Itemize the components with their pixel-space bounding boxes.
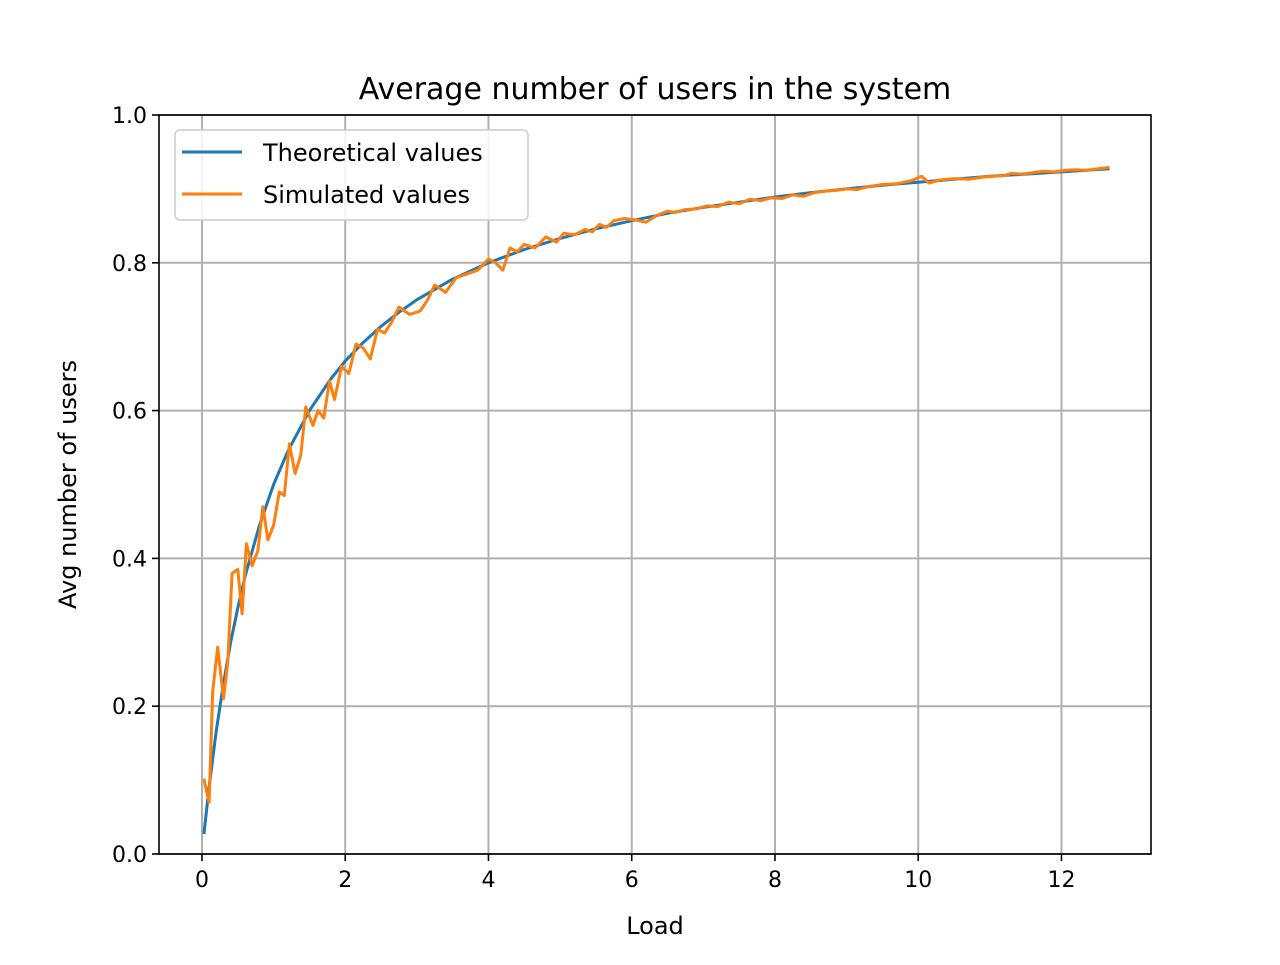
legend-label-theoretical: Theoretical values [262,139,483,167]
simulated-series-line [202,165,1110,804]
grid [159,114,1151,855]
legend-box [174,129,529,221]
theoretical-series-line [202,167,1110,835]
x-tick-label: 10 [904,868,932,893]
x-axis-label: Load [626,912,684,940]
x-tick-label: 6 [625,868,639,893]
y-tick-label: 0.4 [112,547,147,572]
y-tick-label: 1.0 [112,104,147,129]
x-tick-label: 2 [338,868,352,893]
x-tick-label: 0 [195,868,209,893]
plot-frame [158,114,1152,855]
legend-label-simulated: Simulated values [263,181,470,209]
y-tick-label: 0.6 [112,400,147,425]
y-tick-label: 0.2 [112,695,147,720]
legend: Theoretical values Simulated values [174,129,529,221]
chart-title: Average number of users in the system [359,72,952,107]
series-lines [202,165,1110,835]
axis-ticks: 0 2 4 6 8 10 12 0.0 0.2 0.4 0.6 0.8 1.0 [112,104,1075,893]
x-tick-label: 4 [481,868,495,893]
y-tick-label: 0.8 [112,252,147,277]
x-tick-label: 12 [1047,868,1075,893]
y-axis-label: Avg number of users [54,360,82,609]
x-tick-label: 8 [768,868,782,893]
y-tick-label: 0.0 [112,843,147,868]
